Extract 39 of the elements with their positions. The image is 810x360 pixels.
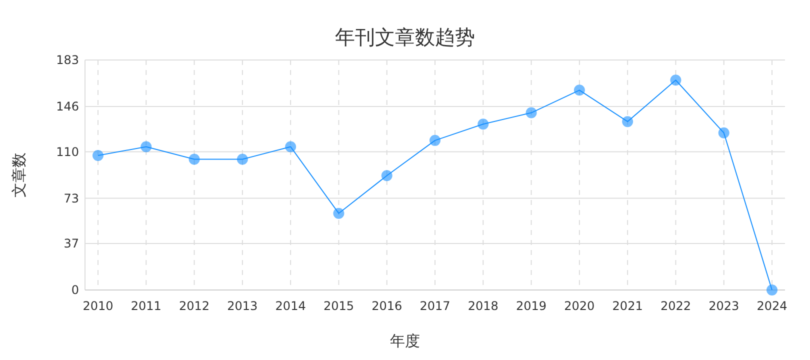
point [766, 284, 778, 296]
point [188, 154, 200, 165]
x-tick-label: 2015 [323, 299, 354, 313]
y-tick-label: 110 [56, 144, 79, 159]
x-tick-label: 2011 [130, 299, 162, 313]
x-tick-label: 2022 [660, 299, 691, 313]
point [622, 116, 634, 128]
x-tick-label: 2020 [564, 299, 595, 313]
y-tick-label: 183 [56, 53, 79, 68]
point [381, 170, 392, 182]
point [430, 134, 440, 146]
x-tick-label: 2021 [612, 299, 643, 313]
x-tick-label: 2014 [275, 299, 306, 313]
point [285, 141, 296, 152]
x-tick-label: 2019 [516, 299, 547, 313]
chart-title: 年刊文章数趋势 [335, 25, 475, 49]
x-tick-label: 2012 [179, 299, 210, 313]
x-tick-label: 2013 [227, 299, 258, 313]
point [236, 154, 248, 165]
y-tick-label: 146 [56, 100, 79, 114]
y-tick-label: 0 [71, 283, 79, 298]
point [478, 118, 489, 130]
point [92, 150, 104, 162]
point [718, 127, 730, 138]
point [526, 107, 537, 118]
y-tick-label: 37 [64, 236, 79, 251]
x-tick-label: 2017 [420, 299, 450, 313]
y-axis-title: 文章数 [10, 152, 28, 198]
y-tick-label: 73 [64, 191, 79, 206]
x-tick-label: 2010 [82, 299, 114, 313]
point [670, 74, 682, 86]
x-tick-label: 2024 [756, 299, 788, 313]
point [140, 141, 152, 152]
point [333, 208, 344, 219]
x-axis-title: 年度 [390, 332, 420, 350]
x-tick-label: 2023 [708, 299, 740, 313]
x-tick-label: 2016 [372, 299, 402, 313]
point [574, 84, 585, 96]
x-tick-label: 2018 [468, 299, 498, 313]
